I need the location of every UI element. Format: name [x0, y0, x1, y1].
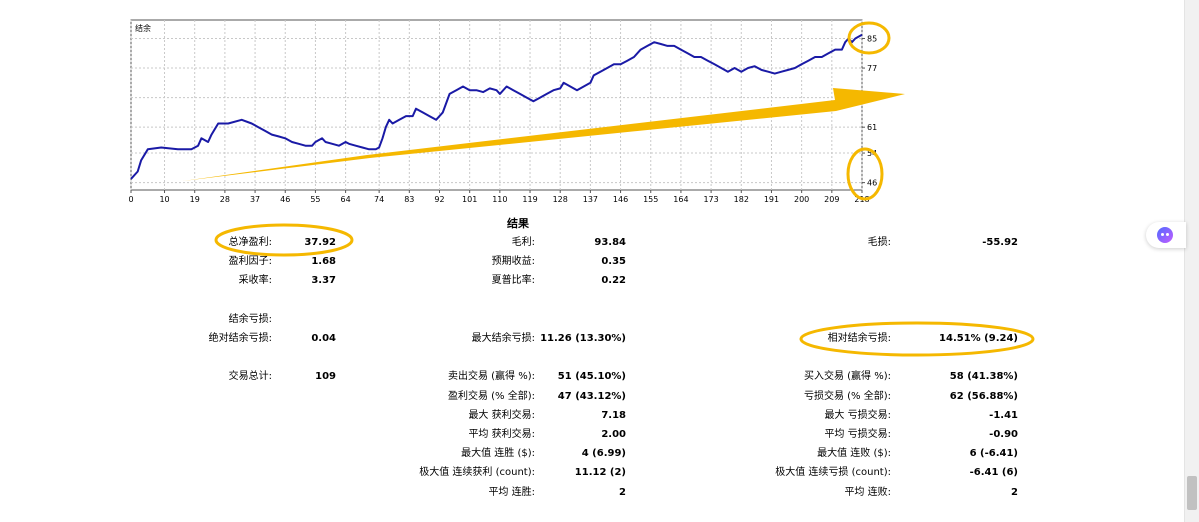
assistant-float-icon [1157, 227, 1173, 243]
stat-label: 毛利: [511, 237, 535, 248]
stat-value: 1.68 [311, 256, 336, 268]
stat-value: -1.41 [989, 409, 1018, 421]
stat-value: 2.00 [601, 429, 626, 440]
x-tick-label: 74 [374, 195, 384, 204]
x-tick-label: 10 [159, 195, 169, 204]
stat-label: 买入交易 (赢得 %): [803, 371, 891, 383]
x-tick-label: 110 [492, 195, 507, 204]
scrollbar-thumb[interactable] [1187, 476, 1197, 510]
x-tick-label: 28 [220, 195, 230, 204]
stat-label: 最大值 连胜 ($): [461, 448, 535, 460]
x-tick-label: 55 [310, 195, 320, 204]
stat-value: 109 [315, 371, 336, 383]
stat-value: 37.92 [304, 237, 336, 248]
stat-label: 夏普比率: [491, 275, 535, 287]
stat-label: 最大 获利交易: [468, 409, 535, 421]
x-tick-label: 119 [522, 195, 537, 204]
stat-label: 交易总计: [228, 371, 272, 383]
stat-label: 最大 亏损交易: [824, 409, 891, 421]
stat-value: 62 (56.88%) [949, 390, 1018, 402]
vertical-scrollbar[interactable] [1184, 0, 1199, 522]
chart-series-label: 结余 [135, 23, 151, 33]
stat-value: 6 (-6.41) [969, 448, 1018, 460]
stat-label: 相对结余亏损: [827, 333, 891, 344]
stat-value: 7.18 [601, 409, 626, 421]
stat-value: 51 (45.10%) [557, 371, 626, 383]
x-tick-label: 46 [280, 195, 290, 204]
stat-label: 平均 连胜: [488, 486, 535, 498]
stat-label: 盈利交易 (% 全部): [447, 390, 535, 402]
x-tick-label: 200 [794, 195, 809, 204]
stat-value: -55.92 [982, 237, 1018, 248]
stat-value: 2 [1011, 486, 1018, 498]
x-tick-label: 37 [250, 195, 260, 204]
x-tick-label: 182 [734, 195, 749, 204]
stat-label: 卖出交易 (赢得 %): [447, 371, 535, 383]
stat-label: 绝对结余亏损: [208, 333, 272, 344]
stat-label: 平均 亏损交易: [824, 429, 891, 440]
x-tick-label: 83 [404, 195, 414, 204]
stat-label: 极大值 连续亏损 (count): [775, 467, 891, 479]
stat-label: 总净盈利: [228, 237, 272, 248]
stat-label: 极大值 连续获利 (count): [419, 467, 535, 479]
x-tick-label: 146 [613, 195, 628, 204]
stat-label: 盈利因子: [228, 256, 272, 268]
x-tick-label: 64 [341, 195, 351, 204]
stat-label: 结余亏损: [228, 313, 272, 325]
y-tick-label: 46 [867, 179, 877, 188]
balance-line [130, 33, 863, 180]
stat-label: 毛损: [867, 237, 891, 248]
stat-value: -0.90 [989, 429, 1018, 440]
x-tick-label: 92 [434, 195, 444, 204]
balance-chart: 0 10 19 28 37 46 55 64 74 83 92 101 110 119 128 137 146 1… [0, 0, 1199, 210]
stat-value: 0.22 [601, 275, 626, 287]
balance-chart-svg: 0 10 19 28 37 46 55 64 74 83 92 101 110 119 128 137 146 1… [128, 19, 905, 204]
stat-value: 2 [619, 486, 626, 498]
stat-label: 平均 连败: [844, 486, 891, 498]
stat-value: 14.51% (9.24) [939, 333, 1018, 344]
stat-value: 3.37 [311, 275, 336, 287]
highlight-circle-bottom [846, 147, 884, 201]
x-tick-label: 137 [583, 195, 598, 204]
stat-label: 亏损交易 (% 全部): [803, 390, 891, 402]
x-tick-label: 191 [764, 195, 779, 204]
x-tick-label: 164 [673, 195, 688, 204]
x-tick-label: 0 [128, 195, 133, 204]
trend-arrow [183, 88, 905, 181]
y-tick-label: 85 [867, 34, 877, 43]
stat-value: 58 (41.38%) [949, 371, 1018, 383]
stat-value: 4 (6.99) [581, 448, 626, 460]
x-tick-label: 128 [553, 195, 568, 204]
stat-value: 11.26 (13.30%) [540, 333, 626, 344]
highlight-circle-top [847, 21, 891, 55]
report-title: 结果 [507, 217, 529, 230]
x-tick-label: 209 [824, 195, 839, 204]
y-tick-label: 54 [867, 149, 877, 158]
stat-label: 最大值 连败 ($): [817, 448, 891, 460]
y-tick-label: 77 [867, 64, 877, 73]
stat-label: 最大结余亏损: [471, 333, 535, 344]
stat-value: -6.41 (6) [969, 467, 1018, 479]
stat-value: 0.04 [311, 333, 336, 344]
stat-label: 预期收益: [491, 256, 535, 268]
stat-value: 11.12 (2) [574, 467, 626, 479]
plot-frame [130, 19, 863, 191]
x-tick-label: 19 [190, 195, 200, 204]
stat-value: 93.84 [594, 237, 626, 248]
x-tick-label: 173 [703, 195, 718, 204]
assistant-float-button[interactable] [1146, 222, 1186, 248]
x-tick-label: 155 [643, 195, 658, 204]
stat-label: 采收率: [238, 275, 272, 287]
x-tick-label: 101 [462, 195, 477, 204]
stat-value: 0.35 [601, 256, 626, 268]
stat-label: 平均 获利交易: [468, 429, 535, 440]
y-tick-label: 61 [867, 123, 877, 132]
stat-value: 47 (43.12%) [557, 390, 626, 402]
